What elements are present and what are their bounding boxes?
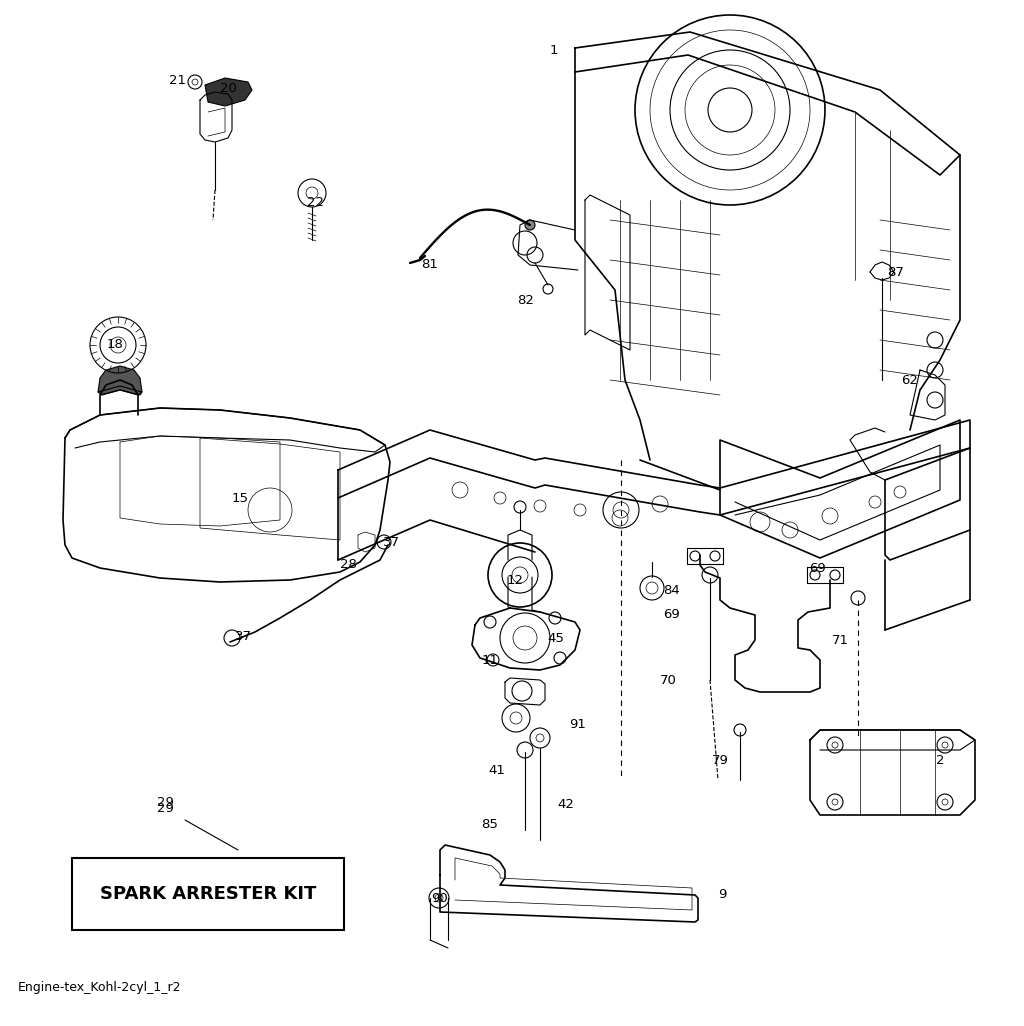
Text: 87: 87 (888, 266, 904, 278)
Polygon shape (98, 366, 142, 395)
Text: 81: 81 (422, 259, 438, 272)
Text: 18: 18 (106, 339, 124, 352)
Text: 62: 62 (901, 373, 919, 387)
Text: Engine-tex_Kohl-2cyl_1_r2: Engine-tex_Kohl-2cyl_1_r2 (18, 982, 181, 994)
Text: 15: 15 (231, 491, 249, 505)
Text: 70: 70 (659, 673, 677, 686)
Text: 42: 42 (557, 798, 574, 812)
Text: 82: 82 (517, 293, 535, 307)
Bar (72, 858, 344, 930)
Text: 37: 37 (234, 631, 252, 643)
Text: 91: 91 (569, 718, 587, 732)
Text: SPARK ARRESTER KIT: SPARK ARRESTER KIT (99, 885, 316, 903)
Text: 69: 69 (664, 607, 680, 621)
Text: 9: 9 (718, 889, 726, 902)
Text: 90: 90 (432, 892, 449, 905)
Text: 28: 28 (340, 558, 356, 571)
Text: 11: 11 (481, 654, 499, 667)
Text: 71: 71 (831, 633, 849, 646)
Text: 12: 12 (507, 574, 523, 587)
Text: 1: 1 (550, 43, 558, 56)
Text: 22: 22 (307, 197, 325, 209)
Text: 29: 29 (157, 801, 173, 815)
Text: 84: 84 (664, 584, 680, 596)
Text: 29: 29 (157, 796, 173, 810)
Text: 79: 79 (712, 753, 728, 766)
Text: 85: 85 (481, 819, 499, 831)
Text: 20: 20 (219, 81, 237, 94)
Circle shape (525, 220, 535, 230)
Polygon shape (205, 78, 252, 106)
Text: 37: 37 (383, 536, 399, 549)
Text: 45: 45 (548, 631, 564, 644)
Text: 21: 21 (170, 74, 186, 86)
Text: 69: 69 (810, 561, 826, 575)
Text: 41: 41 (488, 763, 506, 777)
Text: 2: 2 (936, 753, 944, 766)
